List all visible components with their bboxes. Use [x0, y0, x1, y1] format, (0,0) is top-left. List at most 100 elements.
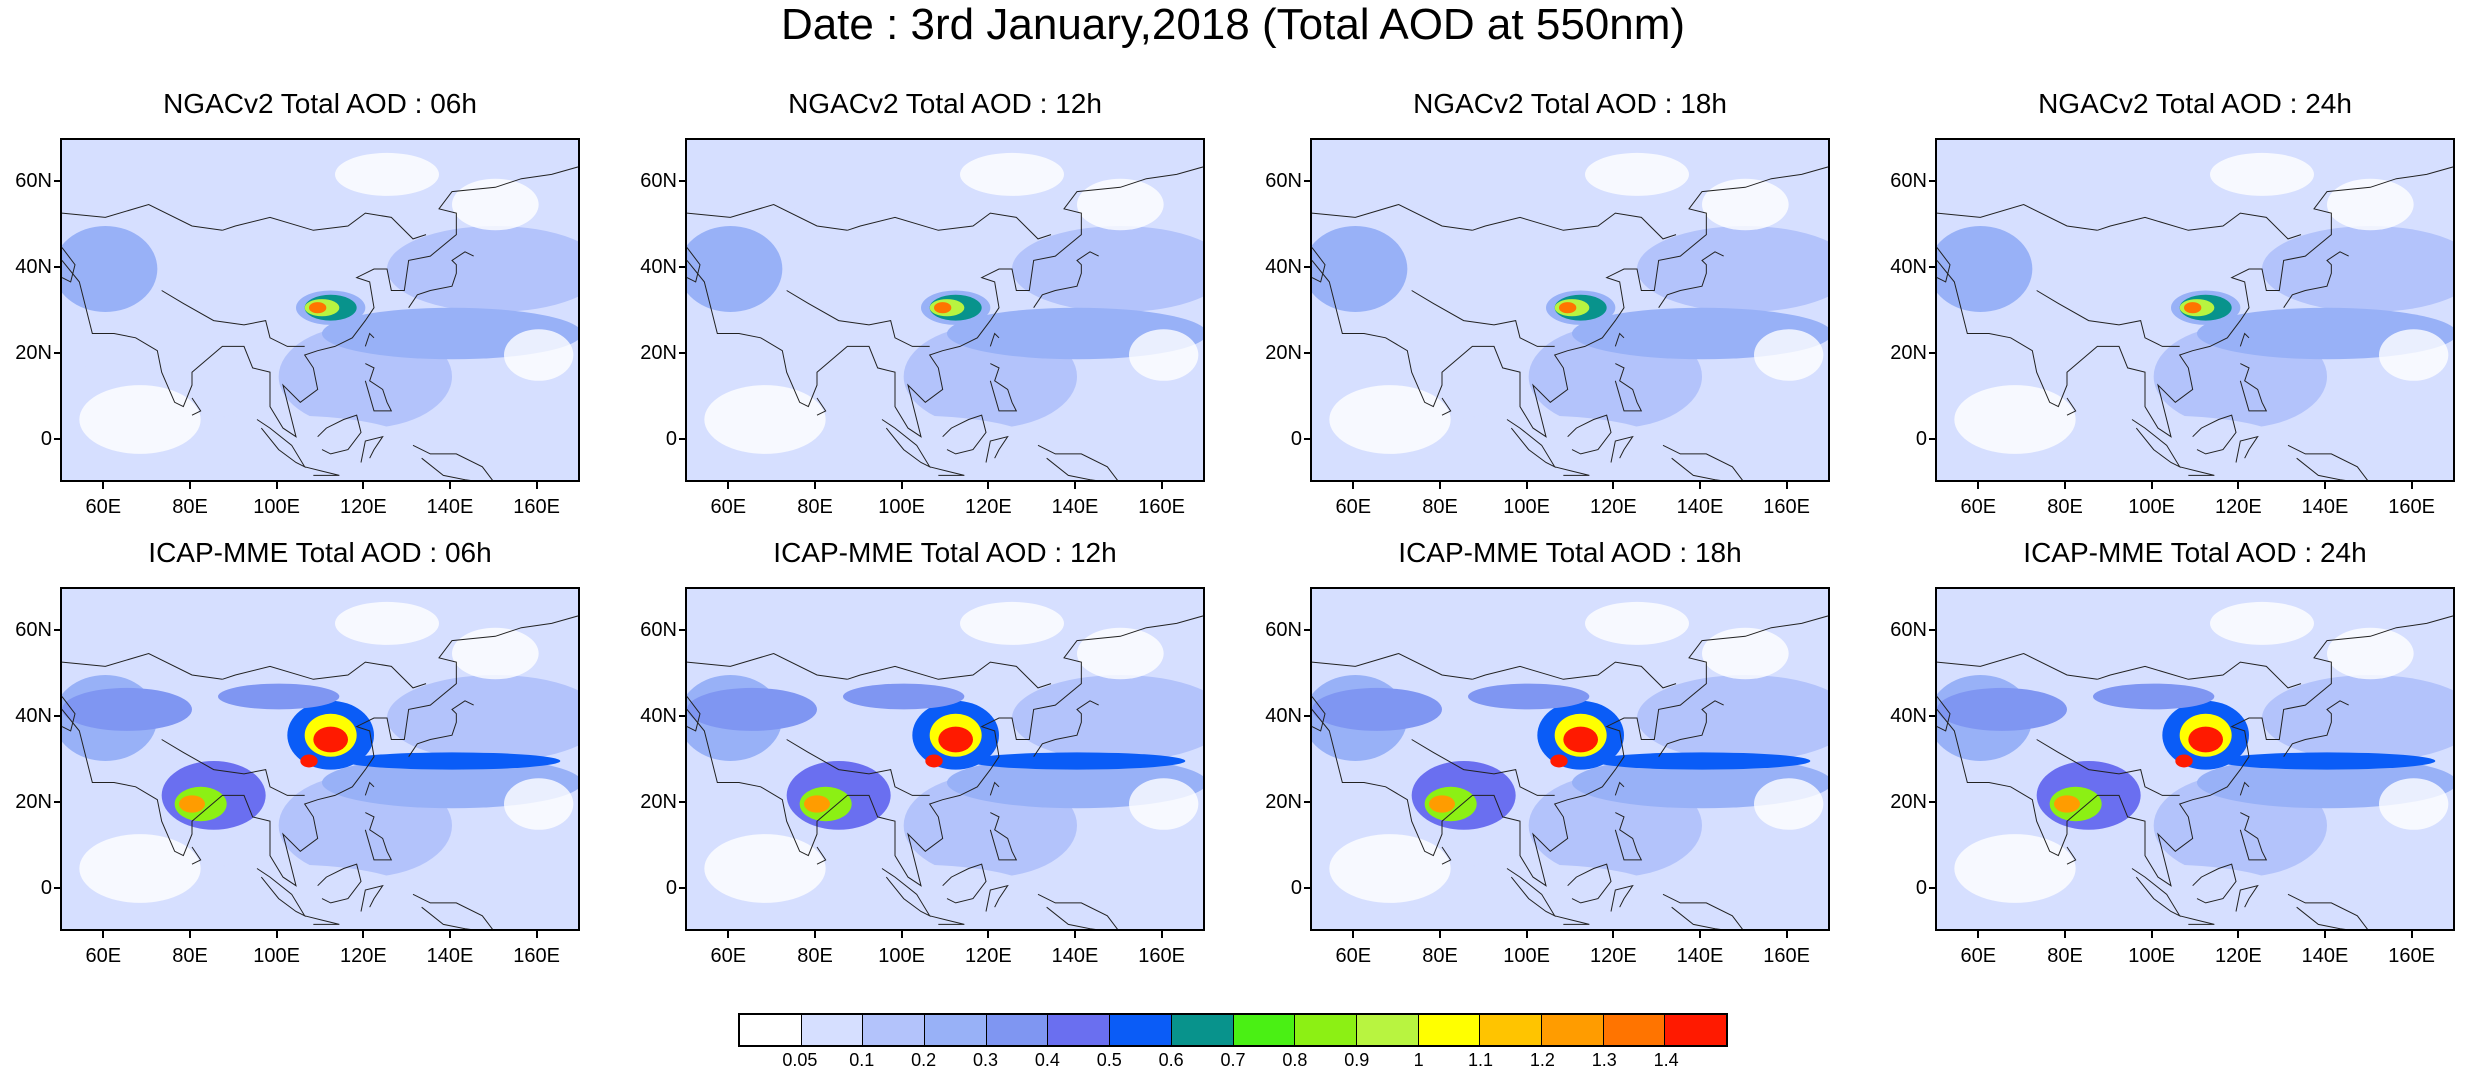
- aod-field: [62, 589, 578, 929]
- clean-region: [1329, 834, 1451, 903]
- clean-region: [335, 601, 439, 645]
- coastline: [1037, 893, 1118, 929]
- aod-region: [925, 754, 943, 768]
- aod-map: [1935, 587, 2455, 931]
- lon-tick: [535, 482, 538, 489]
- coastline: [2036, 290, 2180, 347]
- lon-tick: [987, 931, 990, 938]
- coastline: [364, 332, 375, 347]
- coastline: [360, 884, 384, 912]
- lat-tick: [1929, 629, 1935, 631]
- coastline: [786, 290, 930, 347]
- aod-region: [1563, 726, 1598, 753]
- lat-tick-label: 20N: [1265, 791, 1302, 813]
- lon-tick: [2237, 931, 2240, 938]
- lon-tick-label: 100E: [878, 496, 926, 518]
- clean-region: [1585, 601, 1689, 645]
- lon-tick-label: 100E: [253, 496, 301, 518]
- aod-field: [687, 140, 1203, 480]
- lon-tick: [102, 931, 105, 938]
- clean-region: [2379, 329, 2449, 381]
- lon-tick-label: 100E: [2128, 945, 2176, 967]
- lon-tick: [2064, 482, 2066, 489]
- lon-tick-label: 120E: [339, 945, 387, 967]
- aod-map: [60, 138, 580, 482]
- lat-tick: [54, 352, 60, 354]
- aod-region: [1937, 226, 2033, 312]
- lat-tick: [1304, 438, 1310, 440]
- lat-tick-label: 40N: [640, 256, 677, 278]
- aod-region: [687, 226, 783, 312]
- lon-tick: [727, 931, 730, 938]
- lat-tick: [1929, 180, 1935, 182]
- aod-region: [313, 726, 348, 753]
- clean-region: [1129, 329, 1199, 381]
- coastline: [1614, 781, 1625, 796]
- coastline: [989, 332, 1000, 347]
- aod-region: [1559, 302, 1577, 314]
- lon-tick: [1525, 931, 1528, 938]
- coastline: [1610, 435, 1634, 463]
- lon-tick-label: 160E: [2388, 945, 2436, 967]
- lon-tick-label: 80E: [1422, 496, 1458, 518]
- lon-tick: [102, 482, 105, 489]
- coastline: [408, 700, 474, 757]
- coastline: [1472, 212, 1677, 240]
- lat-tick-label: 20N: [15, 342, 52, 364]
- lat-tick-label: 0: [40, 428, 52, 450]
- colorbar-swatch: [1418, 1015, 1481, 1045]
- coastline: [62, 166, 578, 438]
- lat-tick-label: 20N: [1890, 342, 1927, 364]
- panel-title: ICAP-MME Total AOD : 18h: [1398, 537, 1742, 568]
- clean-region: [2210, 152, 2314, 196]
- lat-tick-label: 40N: [1265, 705, 1302, 727]
- coastline: [2235, 884, 2259, 912]
- coastline: [1937, 203, 2098, 231]
- aod-map: [1310, 138, 1830, 482]
- aod-region: [179, 795, 205, 813]
- aod-region: [1937, 687, 2067, 731]
- lat-tick: [1304, 352, 1310, 354]
- coastline: [1614, 363, 1643, 412]
- coastline: [687, 247, 701, 283]
- colorbar-label: 0.2: [911, 1050, 937, 1070]
- colorbar-label: 0.9: [1344, 1050, 1370, 1070]
- coastline: [1411, 290, 1555, 347]
- colorbar-label: 0.5: [1096, 1050, 1122, 1070]
- aod-region: [773, 864, 1034, 916]
- coastline: [1937, 652, 2098, 680]
- coastline: [2179, 915, 2215, 925]
- coastline: [412, 444, 493, 480]
- coastline: [1937, 696, 1951, 732]
- lat-tick: [54, 887, 60, 889]
- lon-tick: [2410, 931, 2413, 938]
- lon-tick-label: 160E: [1138, 945, 1186, 967]
- aod-region: [2023, 864, 2284, 916]
- map-panel: ICAP-MME Total AOD : 06h 60N 40N 20N 0 60E 80E…: [0, 537, 660, 997]
- colorbar-label: 0.4: [1034, 1050, 1060, 1070]
- aod-region: [843, 683, 965, 710]
- map-panel: ICAP-MME Total AOD : 24h 60N 40N 20N 0 60E 80E…: [1875, 537, 2466, 997]
- lon-tick-label: 80E: [2047, 945, 2083, 967]
- lat-tick: [1304, 266, 1310, 268]
- coastline: [1312, 652, 1473, 680]
- lon-tick-label: 60E: [1335, 945, 1372, 967]
- lon-tick: [275, 931, 278, 938]
- coastline: [942, 863, 987, 904]
- clean-region: [1702, 178, 1789, 231]
- lat-tick: [1304, 629, 1310, 631]
- lon-tick-label: 100E: [2128, 496, 2176, 518]
- lon-tick: [1160, 931, 1163, 938]
- aod-region: [1312, 687, 1442, 731]
- aod-region: [2093, 683, 2215, 710]
- lat-tick: [54, 180, 60, 182]
- aod-region: [127, 148, 387, 218]
- lat-tick-label: 0: [1915, 877, 1927, 899]
- coastline: [2192, 863, 2237, 904]
- lat-tick-label: 0: [40, 877, 52, 899]
- colorbar-label: 0.05: [782, 1050, 818, 1070]
- lat-tick-label: 0: [665, 428, 677, 450]
- coastline: [847, 212, 1052, 240]
- coastline: [191, 397, 202, 416]
- lon-tick: [362, 482, 365, 489]
